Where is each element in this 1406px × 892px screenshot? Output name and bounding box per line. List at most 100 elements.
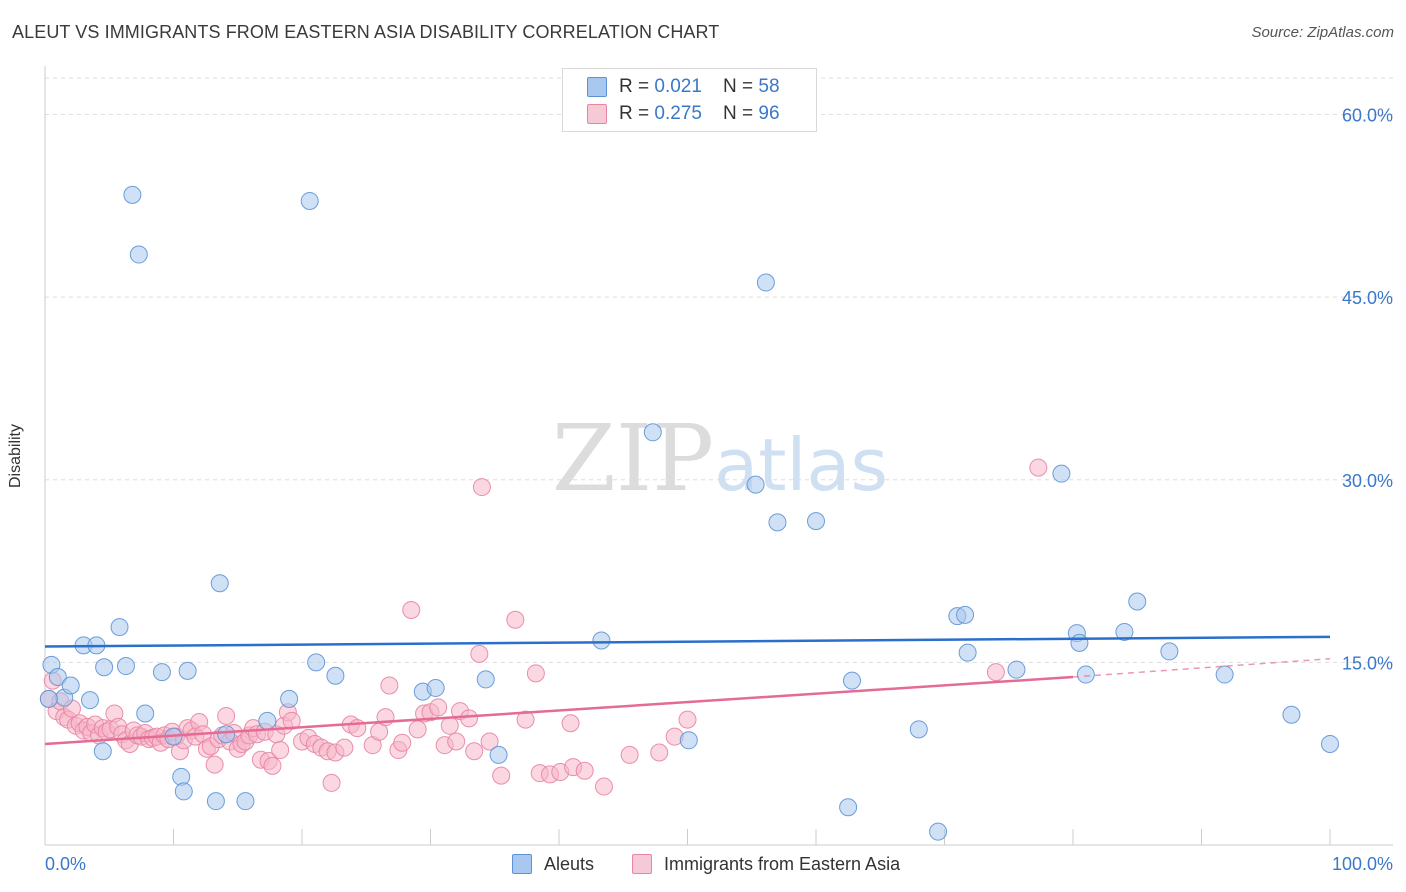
legend-swatch-aleuts (587, 77, 607, 97)
aleut-point (1215, 665, 1234, 684)
immigrant-point (678, 710, 697, 729)
immigrant-point (393, 733, 412, 752)
aleut-point (1076, 665, 1095, 684)
aleut-point (842, 671, 861, 690)
aleut-point (746, 475, 765, 494)
immigrant-point (650, 743, 669, 762)
aleut-point (136, 704, 155, 723)
legend-row-immigrants: R = 0.275 N = 96 (587, 102, 780, 126)
immigrant-point (986, 663, 1005, 682)
aleut-point (679, 731, 698, 750)
aleut-point (807, 512, 825, 531)
aleut-point (80, 691, 99, 710)
legend-top: R = 0.021 N = 58 R = 0.275 N = 96 (562, 68, 817, 132)
bottom-legend-swatch-aleuts (512, 854, 532, 874)
immigrant-point (516, 710, 535, 729)
aleut-point (909, 720, 928, 739)
aleut-point (929, 822, 948, 841)
aleut-point (93, 742, 112, 761)
legend-n-value: 58 (758, 76, 780, 97)
immigrant-point (282, 711, 301, 730)
legend-r-label: R = (619, 103, 655, 124)
bottom-legend-swatch-immigrants (632, 854, 652, 874)
immigrant-point (460, 709, 479, 728)
legend-r-label: R = (619, 76, 655, 97)
aleut-point (489, 745, 508, 764)
immigrant-point (408, 720, 427, 739)
immigrant-point (335, 738, 354, 757)
immigrant-point (205, 755, 224, 774)
immigrant-point (429, 698, 448, 717)
aleut-point (206, 792, 225, 811)
aleut-point (116, 657, 135, 676)
immigrant-point (440, 716, 459, 735)
immigrant-point (526, 664, 545, 683)
immigrant-point (322, 773, 341, 792)
aleut-point (1128, 592, 1147, 611)
aleut-point (1052, 464, 1071, 483)
aleut-point (258, 711, 277, 730)
legend-n-label: N = (723, 76, 759, 97)
immigrant-trend-line (44, 675, 1074, 746)
aleut-point (174, 782, 193, 801)
aleut-point (643, 423, 662, 442)
x-tick-label: 100.0% (1332, 854, 1393, 874)
x-tick-label: 0.0% (45, 854, 86, 874)
aleut-point (476, 670, 495, 689)
aleut-point (326, 666, 345, 685)
aleut-point (956, 605, 975, 624)
aleut-point (1321, 734, 1339, 753)
aleut-point (280, 689, 299, 708)
aleut-point (48, 667, 67, 686)
immigrant-point (594, 777, 613, 796)
aleut-point (592, 631, 611, 650)
aleut-point (172, 767, 191, 786)
aleut-point (1115, 622, 1134, 641)
immigrant-point (506, 610, 525, 629)
aleut-point (768, 513, 787, 532)
aleut-point (178, 661, 197, 680)
immigrant-point (380, 676, 399, 695)
bottom-legend-label-immigrants: Immigrants from Eastern Asia (664, 853, 901, 874)
aleut-point (300, 191, 319, 210)
aleut-point (1070, 633, 1089, 652)
aleut-point (95, 658, 114, 677)
legend-row-aleuts: R = 0.021 N = 58 (587, 75, 780, 99)
aleut-point (958, 643, 977, 662)
immigrant-point (472, 478, 491, 497)
immigrant-point (480, 732, 499, 751)
watermark: ZIPatlas (552, 405, 888, 512)
aleut-point (426, 678, 445, 697)
bottom-legend-aleuts: Aleuts (512, 852, 594, 876)
immigrant-point (402, 601, 421, 620)
aleut-point (61, 676, 80, 695)
immigrant-point (217, 706, 236, 725)
aleut-point (839, 798, 858, 817)
aleut-trend-line (44, 635, 1331, 648)
y-tick-label: 45.0% (1342, 288, 1393, 308)
immigrant-point (263, 756, 282, 775)
aleut-point (236, 792, 255, 811)
source-label: Source: ZipAtlas.com (1251, 24, 1394, 41)
aleut-point (756, 273, 775, 292)
chart-title: ALEUT VS IMMIGRANTS FROM EASTERN ASIA DI… (12, 22, 720, 42)
legend-n-value: 96 (758, 103, 780, 124)
aleut-point (1160, 642, 1179, 661)
aleut-point (39, 689, 58, 708)
aleut-point (217, 725, 236, 744)
immigrant-trend-extension (1072, 657, 1331, 678)
aleut-point (110, 618, 129, 637)
aleut-point (1282, 705, 1301, 724)
aleut-point (1007, 660, 1026, 679)
aleut-point (210, 574, 229, 593)
immigrant-point (492, 766, 511, 785)
legend-r-value: 0.021 (654, 76, 702, 97)
y-tick-label: 15.0% (1342, 653, 1393, 673)
aleut-point (129, 245, 148, 264)
immigrant-point (575, 761, 594, 780)
immigrant-point (1029, 458, 1048, 477)
aleut-point (123, 185, 142, 204)
legend-r-value: 0.275 (654, 103, 702, 124)
legend-swatch-immigrants (587, 104, 607, 124)
